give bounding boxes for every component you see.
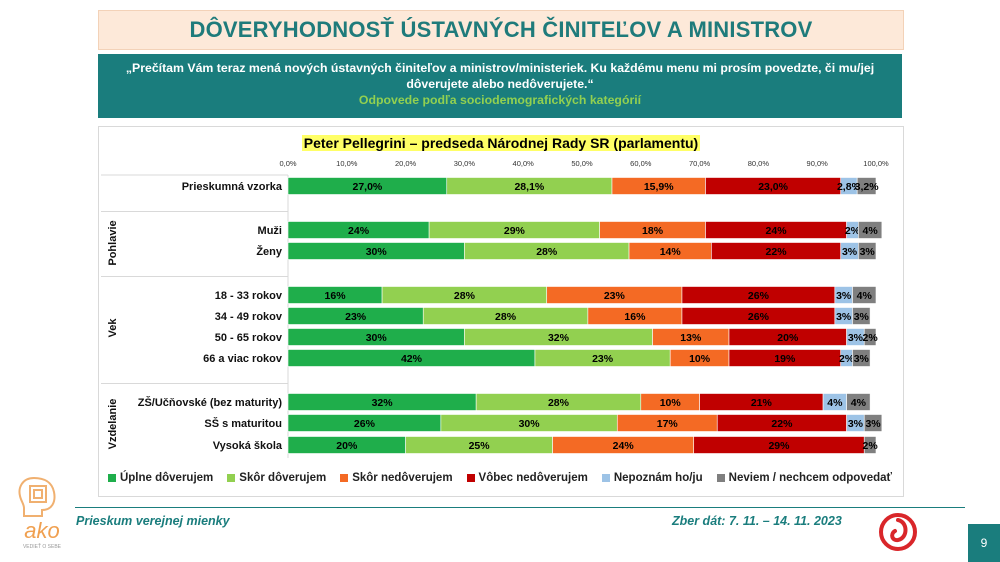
chart-title-wrap: Peter Pellegrini – predseda Národnej Rad… xyxy=(99,135,903,153)
footer-survey-label: Prieskum verejnej mienky xyxy=(76,514,230,528)
legend-item: Úplne dôverujem xyxy=(107,472,214,484)
chart-title: Peter Pellegrini – predseda Národnej Rad… xyxy=(301,135,701,151)
logo-tagline: VEDIEŤ O SEBE xyxy=(23,542,62,550)
legend-swatch xyxy=(601,474,610,482)
ako-logo: ako VEDIEŤ O SEBE xyxy=(18,476,62,550)
slide-title: DÔVERYHODNOSŤ ÚSTAVNÝCH ČINITEĽOV A MINI… xyxy=(189,17,813,42)
legend-swatch xyxy=(107,474,116,482)
page-number: 9 xyxy=(968,524,1000,562)
legend-label: Skôr dôverujem xyxy=(239,472,327,484)
legend-item: Neviem / nechcem odpovedať xyxy=(716,472,893,484)
legend-swatch xyxy=(466,474,475,482)
footer-divider xyxy=(75,507,965,508)
question-text: „Prečítam Vám teraz mená nových ústavnýc… xyxy=(125,61,875,91)
logo-text: ako xyxy=(24,518,59,543)
legend-label: Vôbec nedôverujem xyxy=(478,472,588,484)
legend-item: Vôbec nedôverujem xyxy=(466,472,588,484)
legend-item: Skôr dôverujem xyxy=(227,472,326,484)
question-subtitle: Odpovede podľa sociodemografických kateg… xyxy=(358,93,642,107)
legend-label: Skôr nedôverujem xyxy=(352,472,453,484)
legend-swatch xyxy=(227,474,236,482)
legend-item: Nepoznám ho/ju xyxy=(601,472,703,484)
chart-panel: Peter Pellegrini – predseda Národnej Rad… xyxy=(98,126,904,497)
chart-legend: Úplne dôverujem Skôr dôverujem Skôr nedôve… xyxy=(0,472,1000,484)
legend-item: Skôr nedôverujem xyxy=(340,472,453,484)
legend-swatch xyxy=(716,474,725,482)
question-box: „Prečítam Vám teraz mená nových ústavnýc… xyxy=(98,54,902,118)
slide-title-box: DÔVERYHODNOSŤ ÚSTAVNÝCH ČINITEĽOV A MINI… xyxy=(98,10,904,50)
legend-label: Nepoznám ho/ju xyxy=(613,472,703,484)
footer-date: Zber dát: 7. 11. – 14. 11. 2023 xyxy=(672,514,842,528)
legend-label: Neviem / nechcem odpovedať xyxy=(728,472,893,484)
brand-swirl-logo xyxy=(879,513,917,551)
legend-swatch xyxy=(340,474,349,482)
legend-label: Úplne dôverujem xyxy=(119,472,214,484)
